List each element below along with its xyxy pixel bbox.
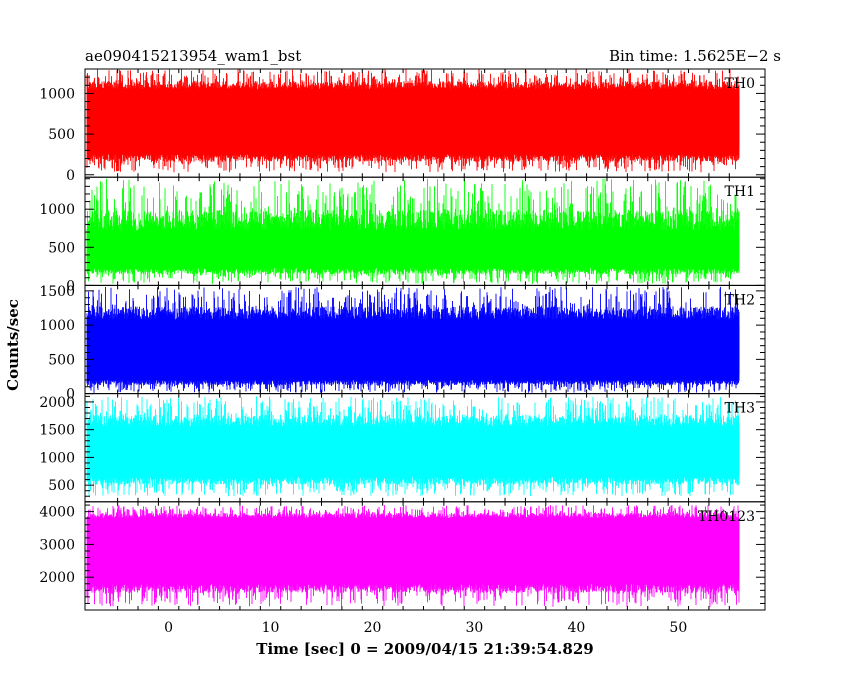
panel-label: TH0 [725,76,755,92]
y-tick-label: 3000 [39,537,75,553]
x-tick-label: 0 [164,620,173,636]
panel-label: TH2 [725,292,755,308]
y-tick-label: 0 [66,168,75,184]
series-core-th0123 [87,524,740,578]
panels-group: 0 500 1000 TH0 0 500 1000 TH1 0 500 1000 1500 TH2 500… [39,68,766,611]
y-tick-label: 1000 [39,450,75,466]
panel-frame [84,501,766,611]
y-tick-label: 500 [48,352,75,368]
panel-th2: 0 500 1000 1500 TH2 [39,284,766,403]
y-axis-label: Counts/sec [4,299,22,391]
y-tick-label: 1500 [39,423,75,439]
panel-th0123: 2000 3000 4000 TH0123 [39,501,766,611]
y-tick-label: 1500 [39,284,75,300]
y-tick-label: 4000 [39,505,75,521]
x-tick-label: 30 [466,620,484,636]
series-core-th2 [87,325,740,374]
y-tick-label: 500 [48,240,75,256]
x-tick-label: 20 [364,620,382,636]
series-core-th1 [87,236,740,262]
y-tick-label: 500 [48,127,75,143]
y-tick-label: 1000 [39,86,75,102]
series-core-th0 [87,95,740,149]
panel-th1: 0 500 1000 TH1 [39,176,766,294]
panel-label: TH3 [725,401,755,417]
x-tick-label: 10 [262,620,280,636]
panel-th3: 500 1000 1500 2000 TH3 [39,393,766,503]
bin-time-label: Bin time: 1.5625E−2 s [609,47,781,65]
panel-th0: 0 500 1000 TH0 [39,68,766,184]
y-tick-label: 0 [66,387,75,403]
x-axis-label: Time [sec] 0 = 2009/04/15 21:39:54.829 [256,640,593,658]
y-tick-label: 2000 [39,570,75,586]
panel-label: TH1 [725,184,755,200]
x-tick-label: 50 [669,620,687,636]
y-tick-label: 0 [66,278,75,294]
panel-label: TH0123 [698,509,755,525]
y-tick-label: 1000 [39,202,75,218]
x-axis: 0 10 20 30 40 50 [164,620,687,636]
y-tick-label: 500 [48,478,75,494]
y-tick-label: 2000 [39,395,75,411]
chart-title: ae090415213954_wam1_bst [85,47,301,65]
x-tick-label: 40 [567,620,585,636]
series-th1 [86,178,740,284]
y-tick-label: 1000 [39,318,75,334]
series-core-th3 [87,432,740,471]
